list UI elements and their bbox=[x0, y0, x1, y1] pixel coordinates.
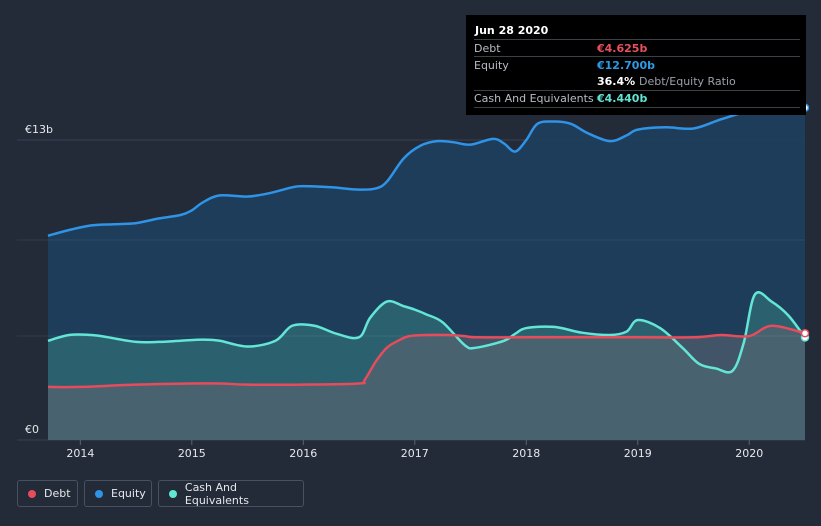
legend-cash-dot bbox=[169, 489, 177, 498]
tooltip-debt-label: Debt bbox=[474, 42, 501, 55]
tooltip-divider bbox=[474, 107, 800, 108]
tooltip-ratio-line: 36.4% Debt/Equity Ratio bbox=[597, 75, 736, 88]
tooltip-equity-label: Equity bbox=[474, 59, 509, 72]
x-tick-label: 2015 bbox=[178, 447, 206, 460]
tooltip-cash-value: €4.440b bbox=[597, 92, 648, 105]
tooltip-divider bbox=[474, 90, 800, 91]
tooltip-divider bbox=[474, 56, 800, 57]
x-tick-label: 2014 bbox=[66, 447, 94, 460]
chart-lines bbox=[47, 106, 807, 389]
tooltip-equity-value: €12.700b bbox=[597, 59, 655, 72]
legend-equity-dot bbox=[95, 489, 103, 498]
tooltip-date: Jun 28 2020 bbox=[475, 24, 549, 37]
cash-line bbox=[47, 291, 807, 374]
tooltip-divider bbox=[474, 39, 800, 40]
legend-cash-label: Cash And Equivalents bbox=[184, 480, 249, 507]
legend-cash[interactable]: Cash And Equivalents bbox=[158, 480, 304, 507]
equity-line bbox=[47, 106, 806, 237]
x-tick-label: 2017 bbox=[401, 447, 429, 460]
tooltip-debt-value: €4.625b bbox=[597, 42, 648, 55]
debt-line bbox=[47, 324, 806, 389]
legend-debt-label: Debt bbox=[44, 487, 71, 500]
tooltip-ratio-value: 36.4% bbox=[597, 75, 636, 88]
y-tick-label-top: €13b bbox=[25, 123, 53, 136]
tooltip: Jun 28 2020 Debt €4.625b Equity €12.700b… bbox=[466, 15, 806, 115]
legend-debt-dot bbox=[28, 489, 36, 498]
x-tick-label: 2018 bbox=[512, 447, 540, 460]
legend-equity-label: Equity bbox=[111, 487, 146, 500]
debt-area bbox=[48, 325, 805, 440]
legend-debt[interactable]: Debt bbox=[17, 480, 78, 507]
tooltip-ratio-label: Debt/Equity Ratio bbox=[639, 75, 736, 88]
x-tick-label: 2019 bbox=[624, 447, 652, 460]
chart-areas bbox=[48, 107, 805, 440]
x-tick-label: 2020 bbox=[735, 447, 763, 460]
legend-equity[interactable]: Equity bbox=[84, 480, 152, 507]
debt-endpoint bbox=[800, 329, 810, 338]
tooltip-cash-label: Cash And Equivalents bbox=[474, 92, 594, 105]
x-tick-label: 2016 bbox=[289, 447, 317, 460]
y-tick-label-bottom: €0 bbox=[25, 423, 39, 436]
x-axis-ticks: 2014 2015 2016 2017 2018 2019 2020 bbox=[66, 440, 763, 460]
